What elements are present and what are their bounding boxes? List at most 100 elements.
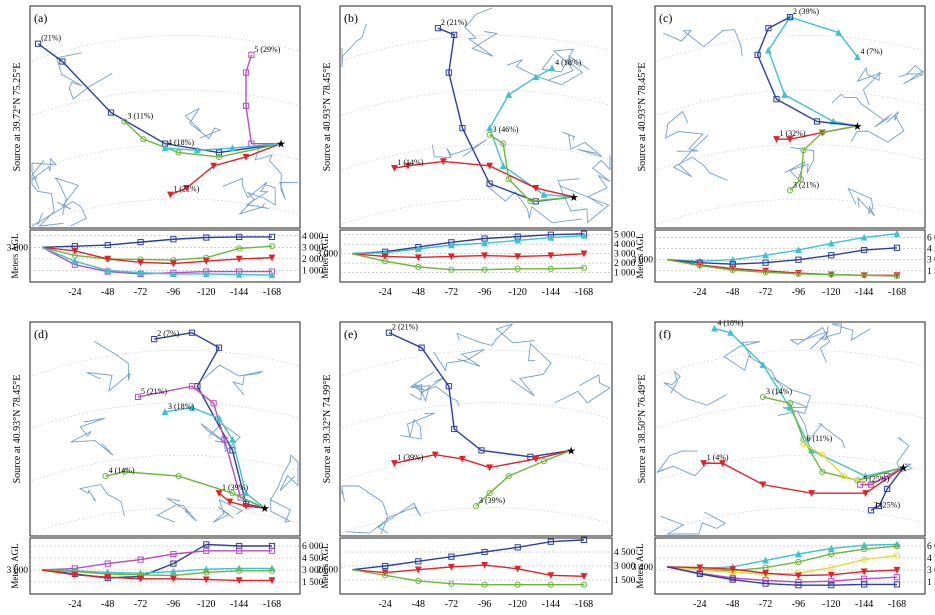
data-point — [215, 344, 223, 351]
y-tick-label: 1 500 — [927, 578, 935, 588]
data-point — [170, 260, 177, 268]
data-point — [795, 550, 802, 558]
coastline — [56, 52, 113, 100]
coastline — [664, 110, 704, 152]
coastline — [269, 459, 292, 523]
data-point — [268, 271, 276, 279]
coastline — [586, 155, 611, 207]
data-point — [415, 558, 422, 565]
data-point — [532, 73, 540, 81]
coastline — [847, 187, 875, 217]
data-point — [102, 472, 109, 480]
data-point — [764, 46, 772, 54]
series-line — [351, 564, 585, 577]
coastline — [254, 144, 299, 200]
data-point — [861, 272, 868, 279]
data-point — [448, 553, 455, 560]
coastline — [341, 485, 389, 535]
data-point — [235, 577, 243, 585]
y-tick-label: 5 000 — [614, 231, 636, 241]
coastline — [663, 370, 727, 406]
coastline — [818, 323, 871, 341]
series-line — [351, 539, 585, 571]
data-point — [862, 490, 870, 497]
data-point — [580, 536, 588, 543]
y-tick-label: 4 000 — [302, 232, 324, 242]
data-point — [696, 564, 704, 572]
route-label: 3 (46%) — [493, 125, 519, 134]
data-point — [795, 558, 802, 566]
route-label: 3 (21%) — [793, 180, 819, 189]
data-point — [202, 270, 210, 278]
data-point — [486, 131, 493, 138]
data-point — [382, 562, 389, 570]
y-axis-label: Meters AGL — [635, 233, 645, 278]
y-tick-label: 1 500 — [927, 267, 935, 277]
data-point — [71, 247, 79, 255]
data-point — [448, 266, 455, 273]
data-point — [795, 572, 802, 580]
series-line — [666, 566, 898, 583]
data-point — [729, 267, 736, 274]
x-tick-label: -24 — [68, 287, 81, 298]
coastline — [400, 412, 435, 440]
coastline — [156, 497, 197, 523]
data-point — [137, 556, 144, 563]
data-point — [893, 244, 901, 251]
data-point — [729, 255, 737, 263]
data-point — [514, 544, 521, 551]
data-point — [382, 258, 389, 265]
series-line — [666, 259, 898, 277]
data-point — [765, 25, 772, 32]
data-point — [893, 272, 901, 280]
series-line — [41, 246, 273, 276]
data-point — [861, 246, 868, 254]
x-tick-label: -120 — [822, 287, 840, 298]
series-line — [41, 246, 273, 265]
route-label: 6 (11%) — [807, 434, 833, 443]
data-point — [414, 566, 422, 574]
y-tick-label: 4 500 — [927, 554, 935, 564]
data-point — [226, 498, 234, 506]
data-point — [221, 436, 228, 443]
x-tick-label: -24 — [378, 287, 391, 298]
data-point — [762, 269, 769, 276]
data-point — [884, 485, 891, 493]
x-tick-label: -24 — [693, 599, 706, 610]
data-point — [835, 28, 843, 36]
data-point — [268, 567, 276, 574]
route-label: (21%) — [41, 34, 61, 43]
data-point — [819, 468, 826, 475]
data-point — [514, 236, 522, 244]
data-point — [827, 571, 835, 579]
y-axis-label: Meters AGL — [635, 543, 645, 588]
x-tick-label: -168 — [263, 599, 281, 610]
data-point — [104, 560, 111, 567]
trajectory-route — [164, 406, 266, 509]
series-line — [666, 566, 898, 577]
data-point — [773, 96, 780, 103]
data-point — [800, 436, 807, 443]
data-point — [762, 556, 769, 564]
coastline — [554, 374, 611, 404]
data-point — [580, 231, 588, 239]
data-point — [71, 571, 79, 579]
route-label: 4 (18%) — [168, 138, 194, 147]
source-label: Source at 39.32°N 74.99°E — [322, 375, 333, 484]
panel-label: (c) — [659, 11, 672, 25]
chart-panel: (b) Source at 40.93°N 78.45°E 2 (21%) 4 (18… — [317, 5, 636, 298]
data-point — [759, 481, 767, 489]
trajectory-route — [870, 467, 904, 511]
x-tick-label: -72 — [445, 287, 458, 298]
coastline — [70, 417, 114, 456]
chart-panel: (d) Source at 40.93°N 78.45°E 2 (7%) 5 (21%… — [7, 321, 324, 610]
data-point — [861, 581, 868, 588]
data-point — [434, 25, 442, 32]
route-label: 3 (39%) — [479, 496, 505, 505]
graticule-line — [341, 349, 611, 376]
data-point — [459, 125, 466, 132]
data-point — [696, 570, 703, 578]
source-star: ★ — [853, 121, 863, 133]
series-line — [351, 252, 585, 271]
data-point — [486, 490, 493, 497]
